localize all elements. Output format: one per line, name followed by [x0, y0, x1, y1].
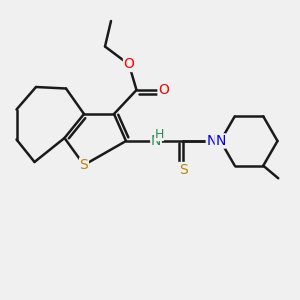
Text: S: S: [178, 163, 188, 176]
Text: O: O: [124, 58, 134, 71]
Text: N: N: [151, 134, 161, 148]
Text: N: N: [206, 134, 217, 148]
Text: S: S: [80, 158, 88, 172]
Text: N: N: [215, 134, 226, 148]
Text: O: O: [158, 83, 169, 97]
Text: H: H: [154, 128, 164, 141]
